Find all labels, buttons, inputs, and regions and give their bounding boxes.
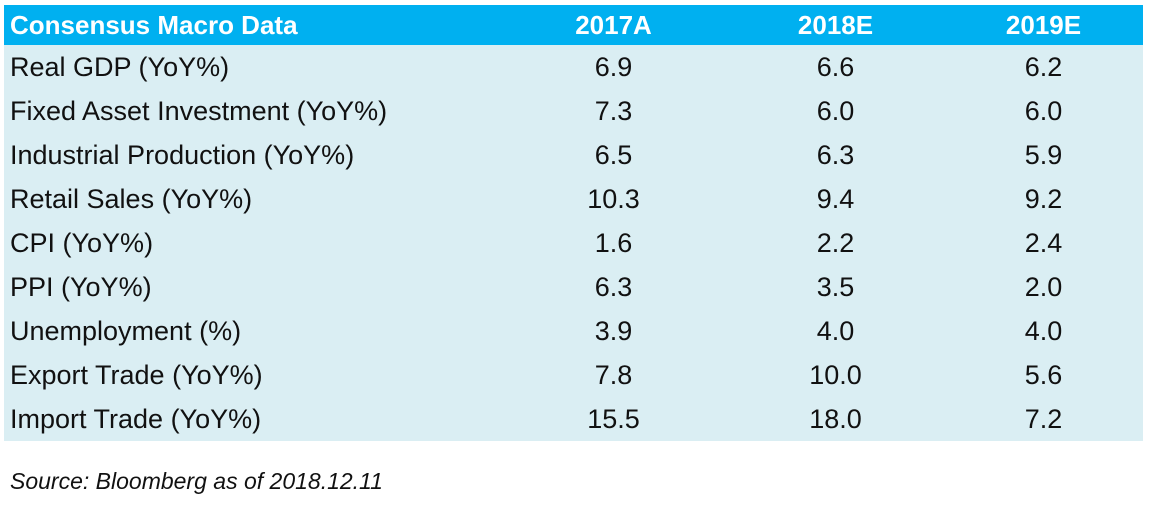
cell-2017a: 6.9 xyxy=(500,45,727,89)
row-label: Retail Sales (YoY%) xyxy=(4,177,500,221)
cell-2017a: 10.3 xyxy=(500,177,727,221)
table-row: Fixed Asset Investment (YoY%) 7.3 6.0 6.… xyxy=(4,89,1143,133)
cell-2018e: 3.5 xyxy=(727,265,944,309)
row-label: Unemployment (%) xyxy=(4,309,500,353)
macro-data-table-container: Consensus Macro Data 2017A 2018E 2019E R… xyxy=(4,5,1143,441)
row-label: Real GDP (YoY%) xyxy=(4,45,500,89)
cell-2018e: 6.6 xyxy=(727,45,944,89)
cell-2018e: 2.2 xyxy=(727,221,944,265)
cell-2018e: 18.0 xyxy=(727,397,944,441)
row-label: Import Trade (YoY%) xyxy=(4,397,500,441)
cell-2017a: 6.3 xyxy=(500,265,727,309)
cell-2017a: 6.5 xyxy=(500,133,727,177)
row-label: CPI (YoY%) xyxy=(4,221,500,265)
cell-2018e: 4.0 xyxy=(727,309,944,353)
source-note: Source: Bloomberg as of 2018.12.11 xyxy=(10,468,383,494)
header-2018e: 2018E xyxy=(727,5,944,45)
cell-2018e: 6.3 xyxy=(727,133,944,177)
cell-2018e: 6.0 xyxy=(727,89,944,133)
row-label: Industrial Production (YoY%) xyxy=(4,133,500,177)
cell-2017a: 1.6 xyxy=(500,221,727,265)
table-header-row: Consensus Macro Data 2017A 2018E 2019E xyxy=(4,5,1143,45)
cell-2019e: 5.9 xyxy=(944,133,1143,177)
cell-2019e: 2.0 xyxy=(944,265,1143,309)
macro-data-table: Consensus Macro Data 2017A 2018E 2019E R… xyxy=(4,5,1143,441)
table-row: Export Trade (YoY%) 7.8 10.0 5.6 xyxy=(4,353,1143,397)
table-row: Real GDP (YoY%) 6.9 6.6 6.2 xyxy=(4,45,1143,89)
cell-2017a: 7.3 xyxy=(500,89,727,133)
table-row: Unemployment (%) 3.9 4.0 4.0 xyxy=(4,309,1143,353)
table-row: PPI (YoY%) 6.3 3.5 2.0 xyxy=(4,265,1143,309)
row-label: Export Trade (YoY%) xyxy=(4,353,500,397)
cell-2017a: 15.5 xyxy=(500,397,727,441)
table-row: CPI (YoY%) 1.6 2.2 2.4 xyxy=(4,221,1143,265)
row-label: PPI (YoY%) xyxy=(4,265,500,309)
header-2019e: 2019E xyxy=(944,5,1143,45)
cell-2019e: 6.2 xyxy=(944,45,1143,89)
cell-2019e: 9.2 xyxy=(944,177,1143,221)
cell-2019e: 4.0 xyxy=(944,309,1143,353)
cell-2019e: 5.6 xyxy=(944,353,1143,397)
table-row: Industrial Production (YoY%) 6.5 6.3 5.9 xyxy=(4,133,1143,177)
row-label: Fixed Asset Investment (YoY%) xyxy=(4,89,500,133)
cell-2019e: 2.4 xyxy=(944,221,1143,265)
table-row: Retail Sales (YoY%) 10.3 9.4 9.2 xyxy=(4,177,1143,221)
header-title: Consensus Macro Data xyxy=(4,5,500,45)
cell-2019e: 7.2 xyxy=(944,397,1143,441)
cell-2018e: 10.0 xyxy=(727,353,944,397)
cell-2019e: 6.0 xyxy=(944,89,1143,133)
header-2017a: 2017A xyxy=(500,5,727,45)
cell-2017a: 3.9 xyxy=(500,309,727,353)
table-row: Import Trade (YoY%) 15.5 18.0 7.2 xyxy=(4,397,1143,441)
cell-2017a: 7.8 xyxy=(500,353,727,397)
cell-2018e: 9.4 xyxy=(727,177,944,221)
